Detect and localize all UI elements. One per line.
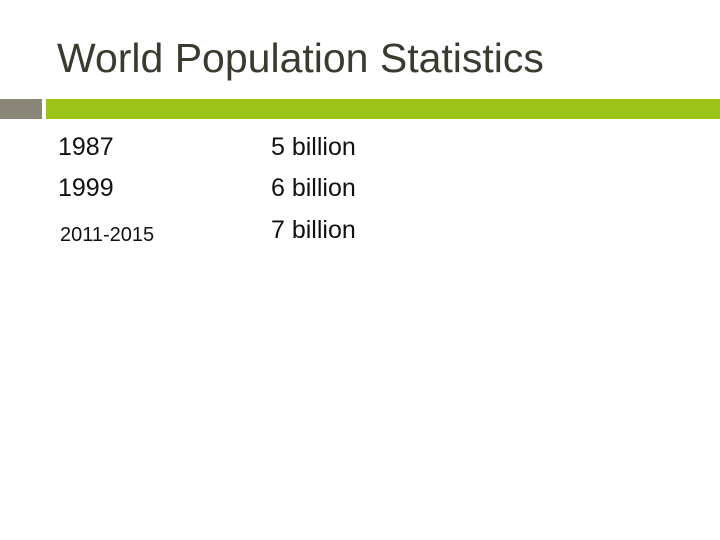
year-2011-2015: 2011-2015 bbox=[60, 224, 155, 246]
population-1987: 5 billion bbox=[271, 133, 356, 161]
year-1999: 1999 bbox=[58, 174, 114, 202]
slide-title: World Population Statistics bbox=[57, 35, 544, 81]
population-1999: 6 billion bbox=[271, 174, 356, 202]
year-1987: 1987 bbox=[58, 133, 114, 161]
title-underline-green-bar bbox=[46, 99, 720, 119]
title-underline-gray-bar bbox=[0, 99, 42, 119]
population-2011-2015: 7 billion bbox=[271, 216, 356, 244]
